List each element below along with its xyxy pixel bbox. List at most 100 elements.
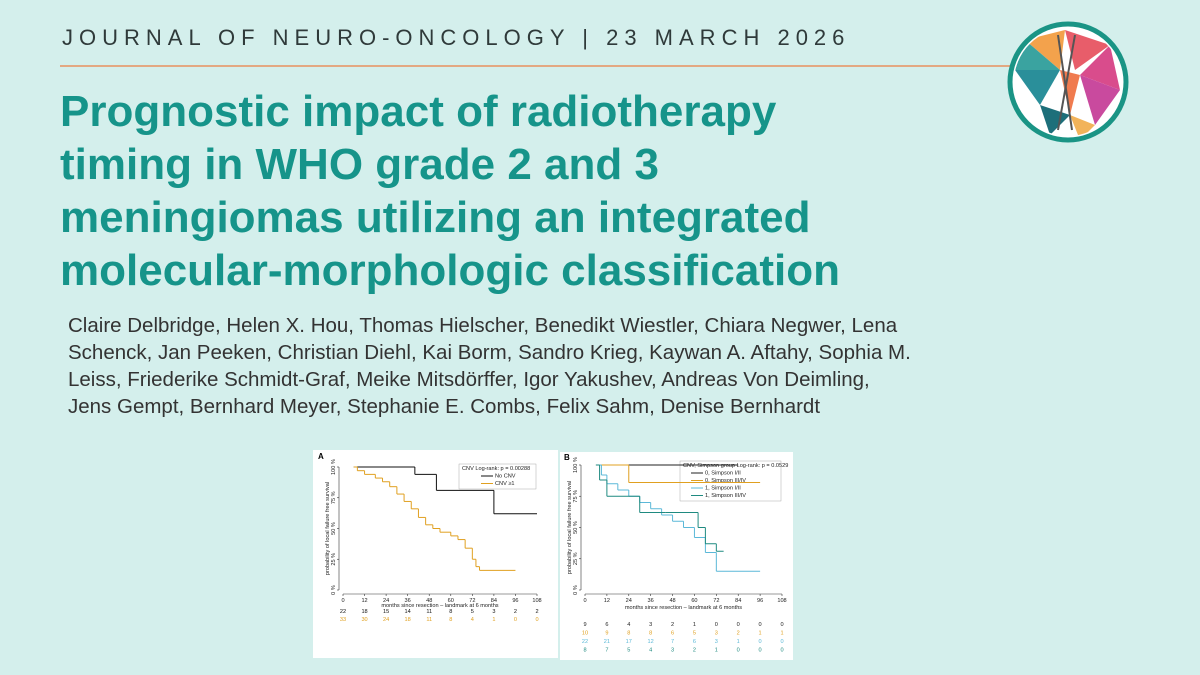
at-risk-count: 14: [405, 609, 411, 615]
y-tick-label: 100 %: [573, 457, 579, 473]
at-risk-count: 8: [583, 648, 586, 654]
at-risk-count: 2: [514, 609, 517, 615]
legend-label: No CNV: [495, 474, 516, 480]
y-tick-label: 50 %: [573, 521, 579, 534]
x-tick-label: 36: [648, 598, 654, 604]
x-tick-label: 0: [341, 598, 344, 604]
x-axis-title: months since resection – landmark at 6 m…: [381, 603, 498, 609]
at-risk-count: 4: [627, 622, 630, 628]
at-risk-count: 9: [605, 631, 608, 637]
at-risk-count: 6: [693, 639, 696, 645]
at-risk-count: 0: [737, 648, 740, 654]
x-tick-label: 60: [691, 598, 697, 604]
x-tick-label: 24: [626, 598, 632, 604]
legend-box: [458, 463, 537, 490]
at-risk-count: 8: [449, 617, 452, 623]
figure: A0 %25 %50 %75 %100 %0 12 24 36 48 60 72 84 96 10…: [318, 452, 788, 654]
legend-label: 0, Simpson I/II: [705, 471, 741, 477]
x-tick-label: 84: [735, 598, 741, 604]
at-risk-count: 5: [471, 609, 474, 615]
at-risk-count: 2: [737, 631, 740, 637]
at-risk-count: 7: [671, 639, 674, 645]
at-risk-count: 30: [361, 617, 367, 623]
at-risk-count: 4: [471, 617, 474, 623]
legend-label: 0, Simpson III/IV: [705, 478, 746, 484]
author-line: Leiss, Friederike Schmidt-Graf, Meike Mi…: [68, 368, 870, 391]
at-risk-count: 4: [649, 648, 652, 654]
x-tick-label: 96: [757, 598, 763, 604]
y-tick-label: 100 %: [331, 459, 337, 475]
y-axis-title: probability of local failure free surviv…: [325, 482, 331, 575]
at-risk-count: 1: [759, 631, 762, 637]
author-line: Schenck, Jan Peeken, Christian Diehl, Ka…: [68, 341, 911, 364]
x-tick-label: 36: [405, 598, 411, 604]
x-tick-label: 0: [583, 598, 586, 604]
at-risk-count: 8: [649, 631, 652, 637]
x-tick-label: 108: [777, 598, 786, 604]
at-risk-count: 1: [715, 648, 718, 654]
at-risk-count: 8: [449, 609, 452, 615]
at-risk-count: 0: [759, 622, 762, 628]
at-risk-count: 1: [492, 617, 495, 623]
at-risk-count: 0: [535, 617, 538, 623]
at-risk-count: 3: [715, 631, 718, 637]
at-risk-count: 2: [671, 622, 674, 628]
y-axis-title: probability of local failure free surviv…: [567, 481, 573, 574]
y-tick-label: 50 %: [331, 522, 337, 535]
at-risk-count: 0: [780, 648, 783, 654]
at-risk-count: 22: [340, 609, 346, 615]
y-tick-label: 25 %: [331, 553, 337, 566]
at-risk-count: 22: [582, 639, 588, 645]
legend-label: 1, Simpson III/IV: [705, 493, 746, 499]
title-line: meningiomas utilizing an integrated: [60, 193, 811, 242]
at-risk-count: 11: [426, 617, 432, 623]
legend-box: [679, 460, 782, 502]
at-risk-count: 3: [671, 648, 674, 654]
at-risk-count: 0: [780, 639, 783, 645]
panel-label: A: [318, 452, 324, 461]
title: Prognostic impact of radiotherapytiming …: [60, 87, 840, 295]
x-tick-label: 48: [426, 598, 432, 604]
x-tick-label: 48: [669, 598, 675, 604]
at-risk-count: 0: [780, 622, 783, 628]
at-risk-count: 6: [605, 622, 608, 628]
legend-label: 1, Simpson I/II: [705, 486, 741, 492]
x-tick-label: 60: [448, 598, 454, 604]
at-risk-count: 2: [693, 648, 696, 654]
x-axis-title: months since resection – landmark at 6 m…: [625, 605, 742, 611]
author-line: Claire Delbridge, Helen X. Hou, Thomas H…: [68, 314, 898, 337]
at-risk-count: 10: [582, 631, 588, 637]
at-risk-count: 15: [383, 609, 389, 615]
at-risk-count: 24: [383, 617, 389, 623]
at-risk-count: 3: [649, 622, 652, 628]
x-tick-label: 108: [532, 598, 541, 604]
x-tick-label: 12: [361, 598, 367, 604]
at-risk-count: 17: [626, 639, 632, 645]
at-risk-count: 33: [340, 617, 346, 623]
at-risk-count: 8: [627, 631, 630, 637]
at-risk-count: 12: [648, 639, 654, 645]
panel-label: B: [564, 453, 570, 462]
x-tick-label: 72: [713, 598, 719, 604]
title-line: molecular-morphologic classification: [60, 246, 840, 295]
x-tick-label: 96: [512, 598, 518, 604]
y-tick-label: 0 %: [573, 585, 579, 595]
at-risk-count: 6: [671, 631, 674, 637]
at-risk-count: 18: [405, 617, 411, 623]
legend-label: CNV ≥1: [495, 481, 515, 487]
at-risk-count: 3: [715, 639, 718, 645]
logo: [1007, 21, 1129, 143]
title-line: timing in WHO grade 2 and 3: [60, 140, 659, 189]
at-risk-count: 0: [759, 639, 762, 645]
figure-panel: [560, 452, 793, 660]
at-risk-count: 9: [583, 622, 586, 628]
x-tick-label: 72: [469, 598, 475, 604]
authors: Claire Delbridge, Helen X. Hou, Thomas H…: [68, 314, 911, 418]
author-line: Jens Gempt, Bernhard Meyer, Stephanie E.…: [68, 395, 820, 418]
at-risk-count: 18: [361, 609, 367, 615]
y-tick-label: 75 %: [573, 490, 579, 503]
at-risk-count: 0: [737, 622, 740, 628]
legend-title: CNV, Simpson group Log-rank: p = 0.0529: [683, 463, 788, 469]
journal-header: JOURNAL OF NEURO-ONCOLOGY | 23 MARCH 202…: [62, 25, 850, 50]
